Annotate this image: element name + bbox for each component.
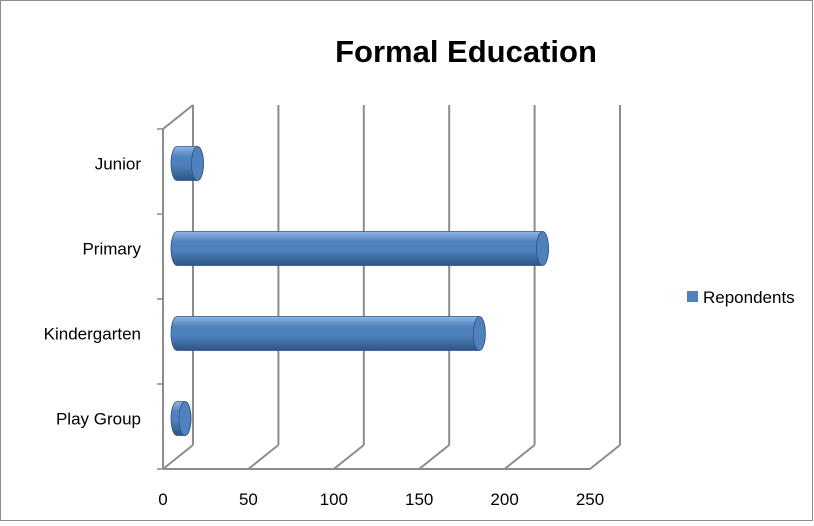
- floor-gridline: [418, 444, 450, 470]
- floor-gridline: [247, 444, 280, 470]
- floor-gridline: [162, 444, 194, 470]
- bar-end-cap: [536, 231, 549, 266]
- bar: [170, 316, 486, 351]
- category-label: Primary: [82, 240, 141, 259]
- bar-body: [170, 316, 486, 351]
- value-tick-label: 0: [158, 490, 167, 509]
- bar: [170, 146, 204, 181]
- value-tick-label: 50: [239, 490, 258, 509]
- bar-end-cap: [178, 401, 192, 436]
- bar-series: [170, 146, 549, 436]
- floor-gridline: [503, 444, 536, 470]
- chart-title: Formal Education: [335, 34, 597, 69]
- bar: [170, 231, 549, 266]
- value-tick-label: 250: [576, 490, 604, 509]
- bar-end-cap: [472, 316, 486, 351]
- value-tick-label: 100: [320, 490, 348, 509]
- category-label: Kindergarten: [44, 325, 141, 344]
- legend-swatch: [687, 291, 698, 302]
- category-axis: Junior Primary Kindergarten Play Group: [44, 155, 142, 429]
- category-label: Junior: [95, 155, 142, 174]
- bar-end-cap: [191, 146, 204, 181]
- category-label: Play Group: [56, 410, 141, 429]
- value-axis: 0 50 100 150 200 250: [158, 490, 604, 509]
- value-tick-label: 150: [405, 490, 433, 509]
- floor-gridline: [333, 444, 365, 470]
- left-wall-top-edge: [162, 104, 194, 130]
- legend-label: Repondents: [703, 288, 795, 307]
- bar-body: [170, 231, 549, 266]
- bar: [170, 401, 192, 436]
- value-tick-label: 200: [490, 490, 518, 509]
- plot-area: [157, 104, 621, 470]
- legend: Repondents: [687, 288, 795, 307]
- floor-gridline: [589, 444, 621, 470]
